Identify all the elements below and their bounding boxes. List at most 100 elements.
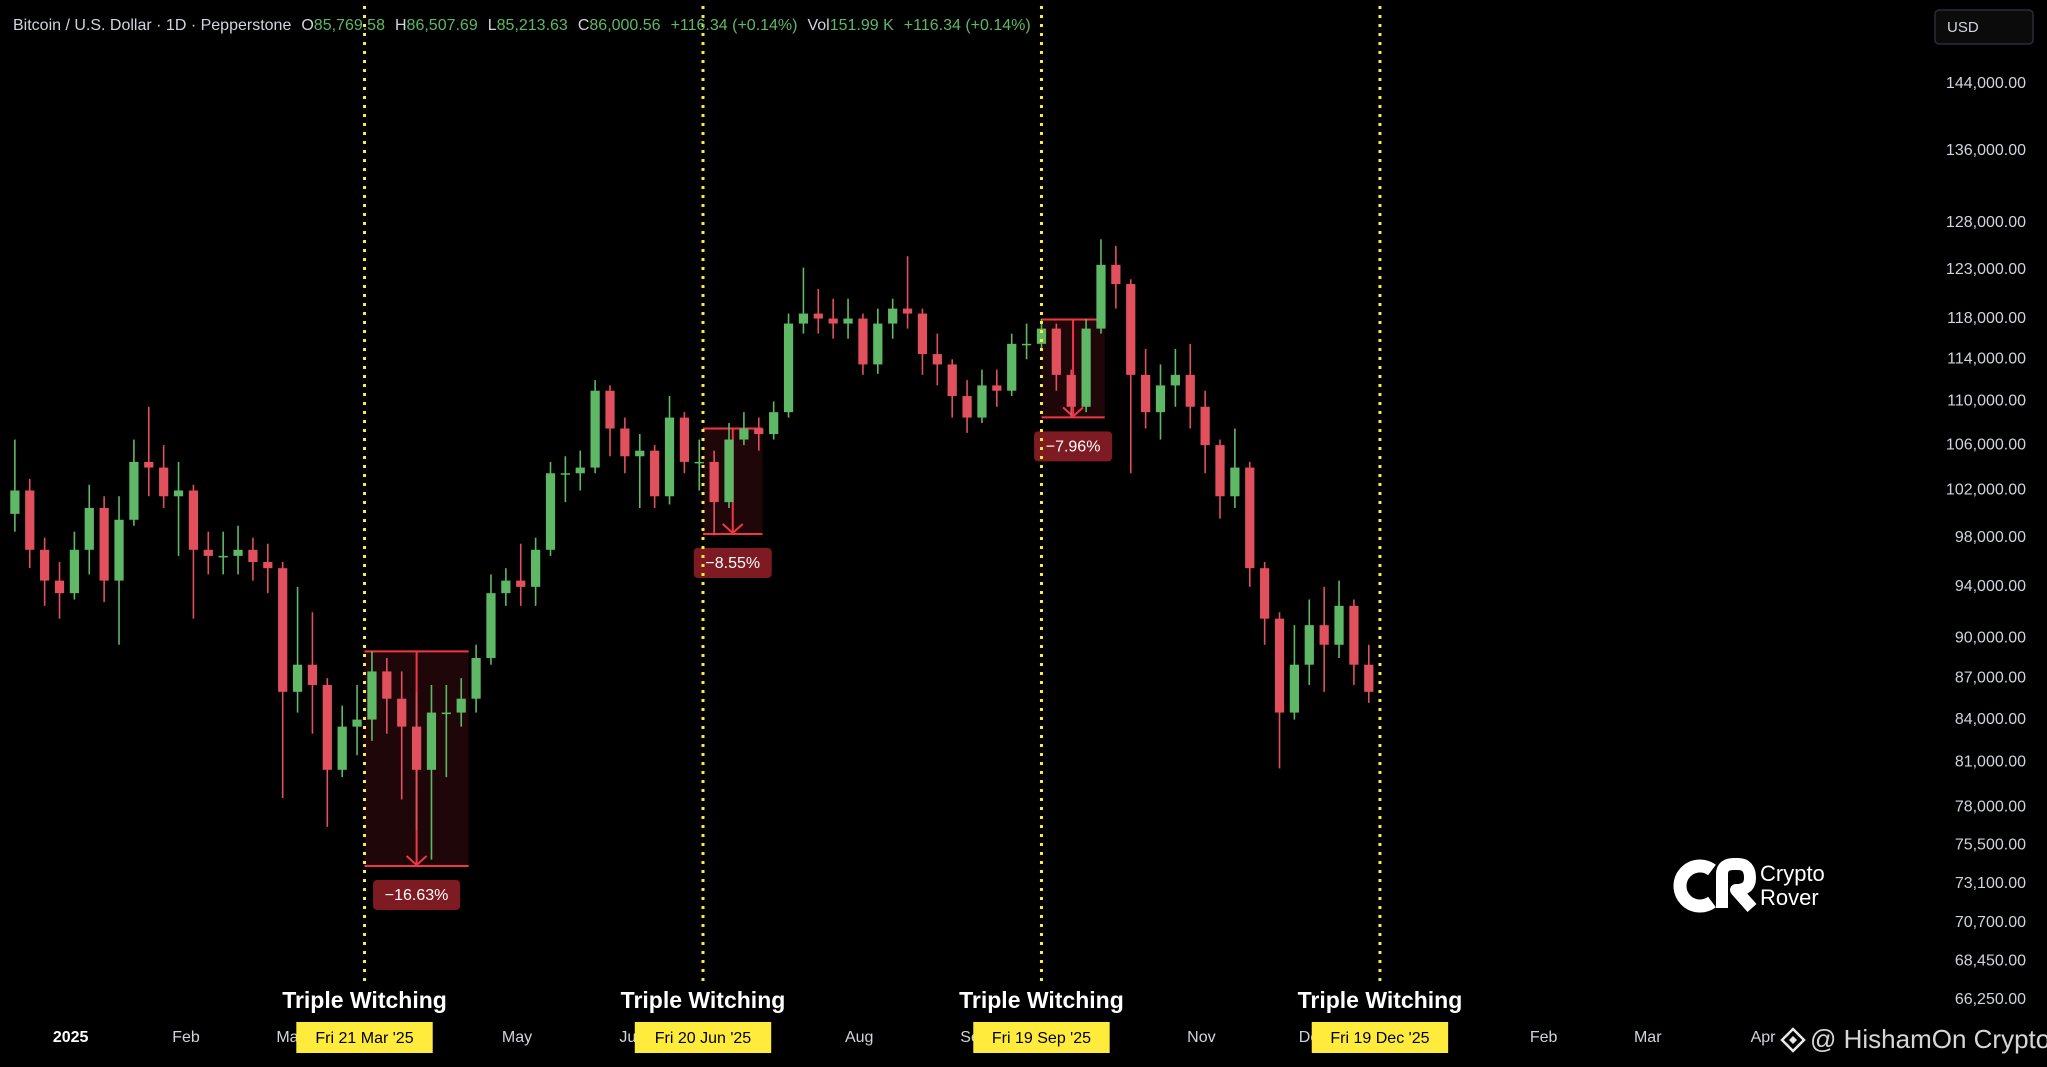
currency[interactable]: USD xyxy=(1947,19,1979,36)
y-tick-label: 144,000.00 xyxy=(1946,75,2026,92)
low-label: L xyxy=(488,17,497,34)
candle-body xyxy=(1007,343,1017,391)
candle-body xyxy=(1215,445,1225,497)
x-tick-label: Mar xyxy=(1634,1029,1662,1046)
logo-r xyxy=(1716,858,1757,912)
candle-body xyxy=(560,473,570,475)
candle-body xyxy=(1274,618,1285,713)
close-value: 86,000.56 xyxy=(589,17,660,34)
candle-body xyxy=(947,364,957,397)
candle-body xyxy=(724,439,734,503)
event-date-box xyxy=(634,1022,772,1053)
candle-body xyxy=(858,318,868,365)
candle-body xyxy=(352,719,362,727)
event-date-label: Fri 21 Mar '25 xyxy=(315,1030,413,1047)
candle-body xyxy=(531,549,541,587)
candle-body xyxy=(545,473,556,550)
event-date-label: Fri 20 Jun '25 xyxy=(655,1030,752,1047)
candle-body xyxy=(754,428,764,435)
measure-arrowhead xyxy=(1062,406,1084,418)
y-tick-label: 90,000.00 xyxy=(1955,629,2026,646)
measure-arrowhead xyxy=(405,855,428,867)
icon-diamond xyxy=(1780,1027,1806,1053)
candle-body xyxy=(798,313,809,324)
candle-body xyxy=(322,684,332,770)
candle-body xyxy=(1036,328,1047,344)
x-tick-label: Feb xyxy=(1530,1029,1558,1046)
candle-body xyxy=(813,313,823,319)
candle-body xyxy=(456,698,466,713)
candle-body xyxy=(888,308,898,324)
candle-body xyxy=(248,549,258,563)
y-tick-label: 66,250.00 xyxy=(1955,991,2026,1008)
candle-body xyxy=(144,461,154,468)
low-value: 85,213.63 xyxy=(497,17,568,34)
candle-body xyxy=(635,450,645,457)
candle-body xyxy=(873,323,883,365)
event-date-box xyxy=(973,1022,1110,1053)
y-tick-label: 110,000.00 xyxy=(1947,393,2026,410)
volume-value: 151.99 K xyxy=(830,17,894,34)
candle-body xyxy=(203,549,213,556)
watermark-logo xyxy=(1673,858,1757,913)
candle-body xyxy=(1185,374,1195,407)
event-label: Triple Witching xyxy=(959,987,1124,1013)
candle-body xyxy=(69,549,80,594)
y-tick-label: 106,000.00 xyxy=(1946,436,2026,453)
y-tick-label: 136,000.00 xyxy=(1946,142,2026,159)
y-tick-label: 98,000.00 xyxy=(1955,529,2026,546)
high-label: H xyxy=(395,17,407,34)
candle-body xyxy=(84,507,94,550)
candle-body xyxy=(694,461,704,464)
measure-label-box xyxy=(373,879,461,910)
candle-body xyxy=(769,412,779,435)
x-tick-label: Nov xyxy=(1187,1029,1215,1046)
y-tick-label: 102,000.00 xyxy=(1946,482,2026,499)
candle-body xyxy=(218,555,228,558)
event-label: Triple Witching xyxy=(621,987,786,1013)
candle-body xyxy=(1304,625,1314,665)
change: +116.34 (+0.14%) xyxy=(671,17,798,34)
candle-body xyxy=(575,467,585,474)
candle-body xyxy=(1141,374,1151,413)
candle-body xyxy=(1096,264,1106,329)
y-tick-label: 78,000.00 xyxy=(1955,798,2026,815)
currency-button[interactable] xyxy=(1934,9,2034,45)
symbol-title: Bitcoin / U.S. Dollar · 1D · Pepperstone xyxy=(13,17,291,34)
candle-body xyxy=(25,490,35,550)
measure-label: −8.55% xyxy=(705,555,760,572)
candle-body xyxy=(962,396,972,418)
candle-body xyxy=(1230,467,1240,497)
measure-label-box xyxy=(1034,431,1113,462)
x-tick-label: 2025 xyxy=(53,1029,89,1046)
candle-body xyxy=(337,726,347,770)
candle-body xyxy=(783,323,794,413)
candle-body xyxy=(1126,284,1136,375)
volume-change: +116.34 (+0.14%) xyxy=(904,17,1031,34)
candle-body xyxy=(1111,264,1121,285)
candle-body xyxy=(1260,568,1270,619)
close-label: C xyxy=(578,17,590,34)
candle-body xyxy=(441,712,451,715)
candle-body xyxy=(1051,328,1061,375)
open-value: 85,769.58 xyxy=(314,17,385,34)
y-tick-label: 123,000.00 xyxy=(1946,261,2026,278)
y-tick-label: 128,000.00 xyxy=(1946,214,2026,231)
candle-body xyxy=(992,385,1002,391)
event-date-box xyxy=(296,1022,433,1053)
candle-body xyxy=(843,318,853,324)
high-value: 86,507.69 xyxy=(407,17,478,34)
candle-body xyxy=(411,726,422,770)
y-tick-label: 75,500.00 xyxy=(1955,837,2026,854)
candle-body xyxy=(471,658,481,699)
candle-body xyxy=(917,313,928,355)
y-tick-label: 87,000.00 xyxy=(1955,669,2026,686)
candle-body xyxy=(1289,664,1300,713)
candle-body xyxy=(159,467,169,497)
candle-body xyxy=(129,461,139,520)
candle-body xyxy=(382,671,392,699)
brand-line: Rover xyxy=(1760,885,1819,910)
candle-body xyxy=(1200,406,1210,446)
